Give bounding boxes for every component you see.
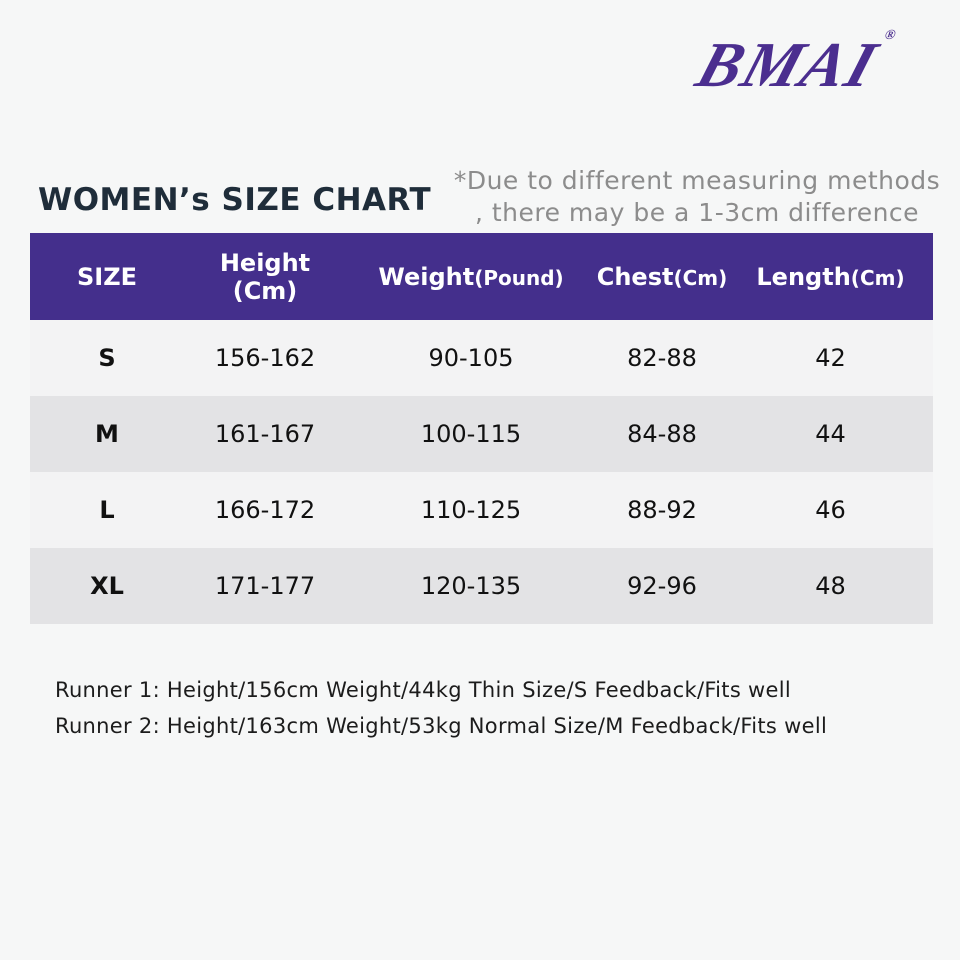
table-cell: 166-172 [214,496,316,524]
note-line: , there may be a 1-3cm difference [474,198,920,227]
table-cell: XL [90,572,124,600]
runner-note: Runner 2: Height/163cm Weight/53kg Norma… [55,714,828,738]
header-row: SIZE Height (Cm) Weight(Pound) Chest(Cm) Len… [30,233,933,320]
header-main: Weight [378,262,475,291]
table-cell: 44 [815,420,846,448]
table-cell: 84-88 [627,420,697,448]
header-cell: Chest(Cm) [596,263,728,291]
table-cell: 171-177 [214,572,316,600]
table-row: M 161-167 100-115 84-88 44 [30,396,933,472]
note-line: *Due to different measuring methods [453,166,941,195]
table-cell: 46 [815,496,846,524]
table-cell: 161-167 [214,420,316,448]
header-sub: (Cm) [673,265,728,290]
table-cell: 120-135 [420,572,522,600]
header-main: SIZE [76,262,137,291]
table-cell: S [98,344,116,372]
header-main: Length [756,262,851,291]
header-main: Chest [596,262,674,291]
header-cell: Height (Cm) [184,249,346,305]
runner-note: Runner 1: Height/156cm Weight/44kg Thin … [55,678,792,702]
table-row: XL 171-177 120-135 92-96 48 [30,548,933,624]
size-table: SIZE Height (Cm) Weight(Pound) Chest(Cm) Len… [30,233,933,624]
table-cell: 42 [815,344,846,372]
table-cell: 156-162 [214,344,316,372]
header-cell: SIZE [30,263,184,291]
title: WOMEN’s SIZE CHART [38,182,432,218]
table-row: S 156-162 90-105 82-88 42 [30,320,933,396]
header-cell: Weight(Pound) [346,263,596,291]
header-cell: Length(Cm) [728,263,933,291]
table-cell: 92-96 [627,572,697,600]
table-cell: 82-88 [627,344,697,372]
table-cell: 48 [815,572,846,600]
header-sub: (Cm) [850,265,905,290]
logo: BMAI® [688,28,900,102]
table-cell: 110-125 [420,496,522,524]
logo-text: BMAI [688,29,887,100]
table-cell: 100-115 [420,420,522,448]
table-cell: 88-92 [627,496,697,524]
table-cell: L [99,496,115,524]
header-sub: (Pound) [474,265,564,290]
table-row: L 166-172 110-125 88-92 46 [30,472,933,548]
table-cell: M [95,420,119,448]
table-cell: 90-105 [428,344,514,372]
header-main: Height (Cm) [219,248,311,305]
